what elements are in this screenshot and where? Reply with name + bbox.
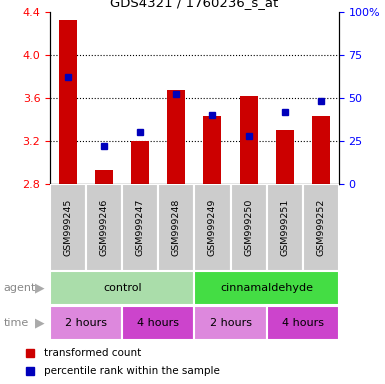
Bar xyxy=(194,271,339,305)
Bar xyxy=(276,130,294,184)
Bar xyxy=(231,184,266,271)
Bar xyxy=(86,184,122,271)
Bar xyxy=(50,306,122,340)
Bar xyxy=(59,20,77,184)
Bar xyxy=(131,141,149,184)
Text: 2 hours: 2 hours xyxy=(209,318,251,328)
Text: GSM999245: GSM999245 xyxy=(64,199,73,256)
Text: 4 hours: 4 hours xyxy=(137,318,179,328)
Text: 4 hours: 4 hours xyxy=(282,318,324,328)
Bar xyxy=(167,90,186,184)
Text: GSM999248: GSM999248 xyxy=(172,199,181,256)
Bar xyxy=(122,184,158,271)
Text: GSM999250: GSM999250 xyxy=(244,199,253,256)
Text: GSM999247: GSM999247 xyxy=(136,199,145,256)
Text: GSM999252: GSM999252 xyxy=(316,199,325,256)
Bar xyxy=(50,271,194,305)
Bar xyxy=(158,184,194,271)
Text: GSM999249: GSM999249 xyxy=(208,199,217,256)
Text: ▶: ▶ xyxy=(35,316,45,329)
Text: GSM999251: GSM999251 xyxy=(280,199,289,256)
Text: 2 hours: 2 hours xyxy=(65,318,107,328)
Bar xyxy=(266,306,339,340)
Text: control: control xyxy=(103,283,142,293)
Text: cinnamaldehyde: cinnamaldehyde xyxy=(220,283,313,293)
Text: percentile rank within the sample: percentile rank within the sample xyxy=(44,366,219,376)
Title: GDS4321 / 1760236_s_at: GDS4321 / 1760236_s_at xyxy=(110,0,279,9)
Bar xyxy=(239,96,258,184)
Bar xyxy=(50,184,86,271)
Bar xyxy=(194,306,266,340)
Bar xyxy=(194,184,231,271)
Bar xyxy=(203,116,221,184)
Text: ▶: ▶ xyxy=(35,282,45,295)
Bar xyxy=(312,116,330,184)
Bar xyxy=(266,184,303,271)
Text: agent: agent xyxy=(4,283,36,293)
Bar xyxy=(95,170,113,184)
Bar xyxy=(303,184,339,271)
Text: time: time xyxy=(4,318,29,328)
Text: transformed count: transformed count xyxy=(44,348,141,358)
Text: GSM999246: GSM999246 xyxy=(100,199,109,256)
Bar xyxy=(122,306,194,340)
